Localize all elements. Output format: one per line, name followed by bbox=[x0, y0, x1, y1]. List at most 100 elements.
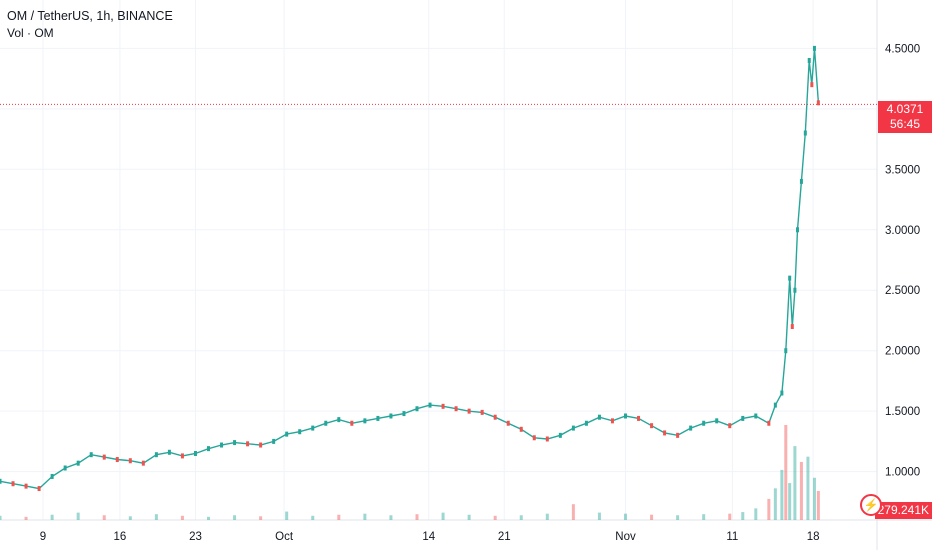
candle-point bbox=[233, 440, 237, 446]
chart-header: OM / TetherUS, 1h, BINANCE Vol · OM bbox=[7, 8, 173, 42]
candle-point bbox=[246, 441, 250, 447]
candle-point bbox=[76, 460, 80, 466]
x-tick-label: Oct bbox=[275, 531, 294, 543]
candle-point bbox=[803, 130, 807, 136]
x-tick-label: 23 bbox=[189, 531, 202, 543]
volume-bar bbox=[597, 512, 601, 520]
candle-point bbox=[545, 436, 549, 442]
candle-point bbox=[259, 442, 263, 448]
volume-bar bbox=[76, 512, 80, 520]
volume-bar bbox=[812, 477, 816, 520]
candle-point bbox=[623, 413, 627, 419]
candle-point bbox=[167, 449, 171, 455]
candle-point bbox=[788, 275, 792, 281]
candle-point bbox=[793, 287, 797, 293]
symbol-title[interactable]: OM / TetherUS, 1h, BINANCE bbox=[7, 9, 173, 23]
candle-point bbox=[102, 454, 106, 460]
volume-bar bbox=[206, 516, 210, 520]
candle-point bbox=[558, 432, 562, 438]
candle-point bbox=[689, 425, 693, 431]
candle-point bbox=[597, 414, 601, 420]
price-series-line bbox=[0, 48, 820, 490]
candle-point bbox=[637, 415, 641, 421]
volume-bar bbox=[741, 512, 745, 520]
candle-point bbox=[650, 423, 654, 429]
candle-point bbox=[24, 483, 28, 489]
candle-point bbox=[796, 227, 800, 233]
volume-value-tag: 279.241K bbox=[875, 502, 932, 519]
candle-point bbox=[389, 413, 393, 419]
candle-point bbox=[441, 403, 445, 409]
volume-bar bbox=[702, 514, 706, 520]
candle-point bbox=[311, 425, 315, 431]
volume-bar bbox=[545, 513, 549, 520]
candle-point bbox=[571, 425, 575, 431]
volume-bar bbox=[128, 516, 132, 520]
candle-point bbox=[780, 390, 784, 396]
candle-point bbox=[415, 406, 419, 412]
candle-point bbox=[324, 420, 328, 426]
candle-point bbox=[493, 414, 497, 420]
candle-point bbox=[50, 473, 54, 479]
last-price-tag: 4.0371 56:45 bbox=[878, 101, 932, 133]
x-tick-label: 21 bbox=[498, 531, 511, 543]
x-tick-label: Nov bbox=[615, 531, 636, 543]
volume-bar bbox=[467, 514, 471, 520]
candle-point bbox=[799, 178, 803, 184]
candle-point bbox=[285, 431, 289, 437]
volume-bar bbox=[0, 515, 2, 520]
candle-point bbox=[506, 420, 510, 426]
candle-point bbox=[812, 45, 816, 51]
last-price-value: 4.0371 bbox=[886, 102, 924, 116]
candle-point bbox=[428, 402, 432, 408]
candle-point bbox=[773, 402, 777, 408]
volume-bar bbox=[441, 512, 445, 520]
volume-bar bbox=[337, 514, 341, 520]
volume-bar bbox=[24, 516, 28, 520]
volume-bar bbox=[623, 513, 627, 520]
volume-bar bbox=[363, 513, 367, 520]
candle-point bbox=[480, 409, 484, 415]
candle-point bbox=[807, 57, 811, 63]
tradingview-lightning-icon[interactable]: ⚡ bbox=[860, 494, 882, 516]
candle-point bbox=[663, 430, 667, 436]
volume-bar bbox=[285, 511, 289, 520]
volume-bar bbox=[650, 514, 654, 520]
y-tick-label: 1.5000 bbox=[885, 406, 920, 418]
candle-point bbox=[298, 429, 302, 435]
volume-bar bbox=[816, 490, 820, 520]
x-tick-label: 16 bbox=[113, 531, 126, 543]
candle-point bbox=[715, 418, 719, 424]
volume-bar bbox=[799, 461, 803, 520]
volume-indicator-label[interactable]: Vol · OM bbox=[7, 26, 54, 40]
x-tick-label: 11 bbox=[726, 531, 738, 543]
volume-bar bbox=[767, 498, 771, 520]
candle-point bbox=[363, 418, 367, 424]
candle-point bbox=[37, 486, 41, 492]
candle-point bbox=[272, 438, 276, 444]
volume-bar bbox=[233, 515, 237, 520]
y-tick-label: 2.0000 bbox=[885, 346, 920, 358]
candle-point bbox=[154, 452, 158, 458]
candle-point bbox=[376, 415, 380, 421]
candle-point bbox=[115, 457, 119, 463]
candle-point bbox=[402, 411, 406, 417]
volume-bar bbox=[259, 516, 263, 520]
candle-point bbox=[784, 348, 788, 354]
candle-point bbox=[0, 478, 2, 484]
candle-point bbox=[350, 420, 354, 426]
volume-bar bbox=[154, 514, 158, 520]
volume-bar bbox=[676, 515, 680, 520]
candle-point bbox=[454, 406, 458, 412]
candle-point bbox=[584, 420, 588, 426]
volume-bar bbox=[728, 513, 732, 520]
y-tick-label: 1.0000 bbox=[885, 467, 920, 479]
volume-bar bbox=[311, 515, 315, 520]
x-tick-label: 14 bbox=[422, 531, 435, 543]
candle-point bbox=[467, 408, 471, 414]
y-tick-label: 3.0000 bbox=[885, 225, 920, 237]
candle-point bbox=[519, 426, 523, 432]
candle-point bbox=[728, 423, 732, 429]
candle-point bbox=[128, 458, 132, 464]
